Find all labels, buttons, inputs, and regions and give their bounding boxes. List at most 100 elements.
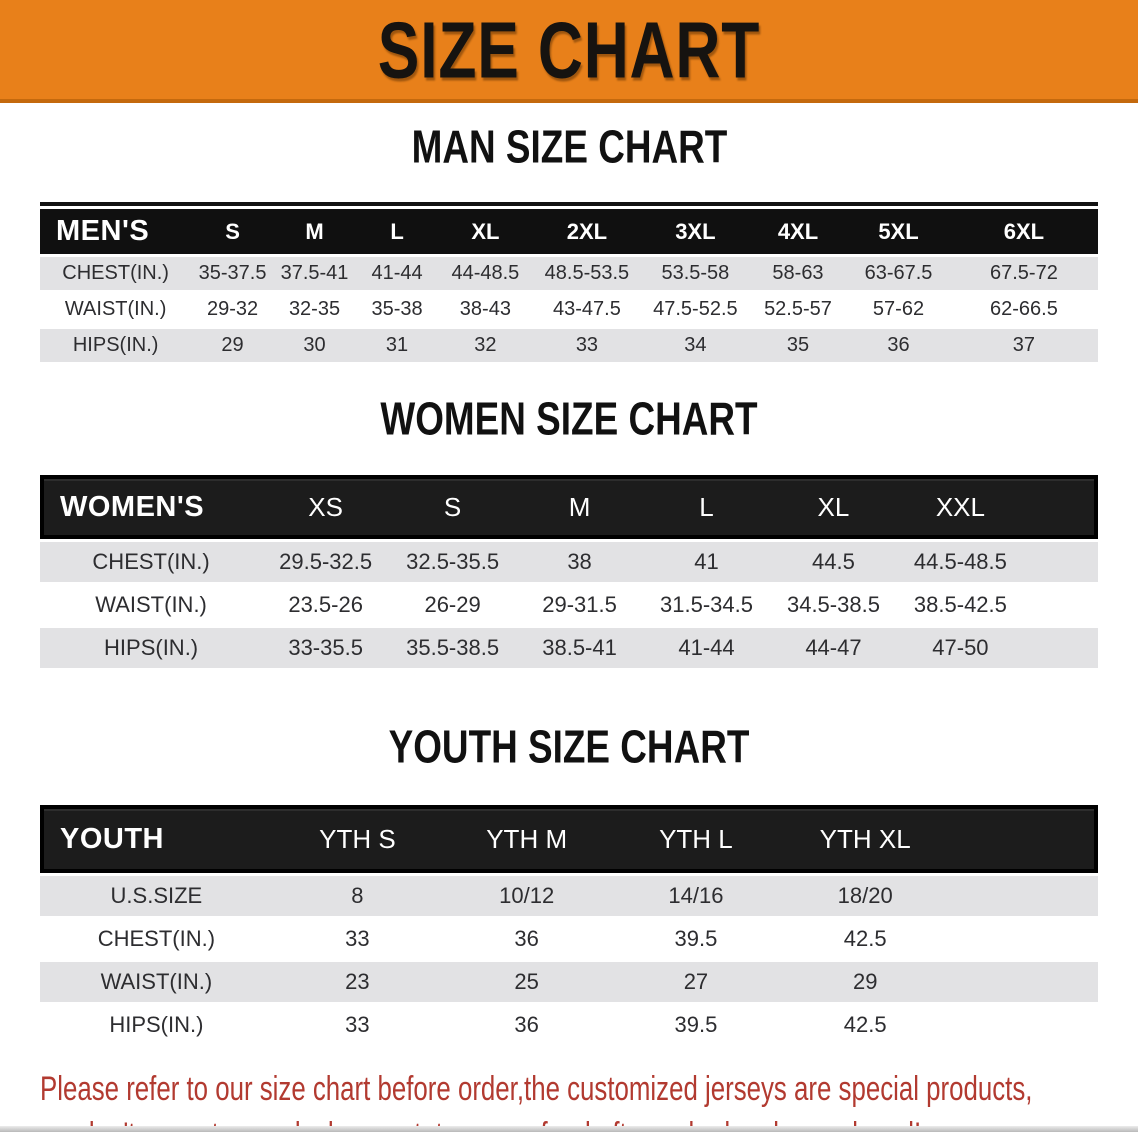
men-table-wrap: MEN'S S M L XL 2XL 3XL 4XL 5XL 6XL CHEST(IN.) 35-3… [40,202,1098,365]
size-value-cell: 33 [272,1005,443,1045]
size-value-cell: 53.5-58 [641,257,749,290]
youth-section-heading: YOUTH SIZE CHART [0,720,1138,784]
row-label: CHEST(IN.) [40,919,273,959]
row-label: U.S.SIZE [40,876,273,916]
size-value-cell: 39.5 [611,1005,781,1045]
size-value-cell: 42.5 [780,919,950,959]
size-value-cell: 32.5-35.5 [389,542,517,582]
size-value-cell: 39.5 [611,919,781,959]
row-spacer-cell [949,919,1098,959]
size-value-cell: 41-44 [355,257,439,290]
size-column-header: L [355,209,439,254]
table-row: WAIST(IN.) 23.5-26 26-29 29-31.5 31.5-34.5 34… [40,585,1098,625]
size-value-cell: 37 [949,329,1098,362]
size-column-header: XL [769,475,897,539]
row-label: HIPS(IN.) [40,1005,273,1045]
size-column-header: YTH M [442,805,612,873]
size-column-header: S [191,209,274,254]
size-column-header: 5XL [847,209,950,254]
size-value-cell: 25 [442,962,612,1002]
row-spacer-cell [1023,585,1098,625]
row-spacer-cell [949,876,1098,916]
size-column-header: YTH L [611,805,781,873]
size-column-header: S [389,475,517,539]
women-heading-text: WOMEN SIZE CHART [380,391,758,445]
size-value-cell: 35.5-38.5 [389,628,517,668]
size-value-cell: 67.5-72 [949,257,1098,290]
size-value-cell: 43-47.5 [531,293,642,326]
youth-size-table: YOUTH YTH S YTH M YTH L YTH XL U.S.SIZE 8 10/1… [40,802,1098,1048]
size-value-cell: 30 [273,329,356,362]
size-value-cell: 47-50 [896,628,1024,668]
size-value-cell: 14/16 [611,876,781,916]
size-value-cell: 48.5-53.5 [531,257,642,290]
size-value-cell: 32 [438,329,532,362]
bottom-edge-strip [0,1126,1138,1132]
size-value-cell: 32-35 [273,293,356,326]
size-value-cell: 36 [442,919,612,959]
size-column-header: XL [438,209,532,254]
women-header-row: WOMEN'S XS S M L XL XXL [40,475,1098,539]
table-row: HIPS(IN.) 33 36 39.5 42.5 [40,1005,1098,1045]
table-row: CHEST(IN.) 29.5-32.5 32.5-35.5 38 41 44.5 44.5… [40,542,1098,582]
size-value-cell: 26-29 [389,585,517,625]
women-section-heading: WOMEN SIZE CHART [0,391,1138,456]
size-value-cell: 8 [272,876,443,916]
size-column-header: M [516,475,644,539]
size-column-header: XXL [896,475,1024,539]
row-spacer-cell [949,962,1098,1002]
men-size-table: MEN'S S M L XL 2XL 3XL 4XL 5XL 6XL CHEST(IN.) 35-3… [40,206,1098,365]
size-value-cell: 29 [780,962,950,1002]
size-value-cell: 36 [442,1005,612,1045]
disclaimer: Please refer to our size chart before or… [40,1066,1138,1132]
table-row: CHEST(IN.) 35-37.5 37.5-41 41-44 44-48.5 48.5… [40,257,1098,290]
size-value-cell: 35-38 [355,293,439,326]
size-value-cell: 62-66.5 [949,293,1098,326]
size-column-header: XS [262,475,390,539]
size-value-cell: 63-67.5 [847,257,950,290]
men-heading-text: MAN SIZE CHART [411,119,727,173]
size-value-cell: 10/12 [442,876,612,916]
row-label: WAIST(IN.) [40,293,192,326]
size-column-header: YTH XL [780,805,950,873]
size-value-cell: 34.5-38.5 [769,585,897,625]
table-row: HIPS(IN.) 29 30 31 32 33 34 35 36 37 [40,329,1098,362]
size-value-cell: 35 [748,329,848,362]
size-value-cell: 41-44 [643,628,770,668]
disclaimer-line-1: Please refer to our size chart before or… [40,1070,1033,1108]
size-chart-banner: SIZE CHART [0,0,1138,103]
table-corner-label: MEN'S [40,209,192,254]
size-column-header: 4XL [748,209,848,254]
size-column-header: L [643,475,770,539]
youth-table-body: U.S.SIZE 8 10/12 14/16 18/20 CHEST(IN.) 33 36 39… [40,876,1098,1045]
size-value-cell: 58-63 [748,257,848,290]
men-table-top-rule [40,202,1098,206]
row-label: CHEST(IN.) [40,257,192,290]
row-label: WAIST(IN.) [40,585,263,625]
size-value-cell: 44.5-48.5 [896,542,1024,582]
youth-header-row: YOUTH YTH S YTH M YTH L YTH XL [40,805,1098,873]
size-value-cell: 23 [272,962,443,1002]
row-label: WAIST(IN.) [40,962,273,1002]
table-row: WAIST(IN.) 23 25 27 29 [40,962,1098,1002]
size-value-cell: 33-35.5 [262,628,390,668]
table-corner-label: YOUTH [40,805,273,873]
size-value-cell: 35-37.5 [191,257,274,290]
row-label: HIPS(IN.) [40,628,263,668]
size-value-cell: 29-32 [191,293,274,326]
size-column-header: 2XL [531,209,642,254]
header-spacer-cell [949,805,1098,873]
table-row: CHEST(IN.) 33 36 39.5 42.5 [40,919,1098,959]
size-value-cell: 42.5 [780,1005,950,1045]
size-value-cell: 41 [643,542,770,582]
size-value-cell: 36 [847,329,950,362]
header-spacer-cell [1023,475,1098,539]
size-column-header: 6XL [949,209,1098,254]
table-row: HIPS(IN.) 33-35.5 35.5-38.5 38.5-41 41-44 44-… [40,628,1098,668]
size-column-header: 3XL [641,209,749,254]
size-column-header: YTH S [272,805,443,873]
row-spacer-cell [949,1005,1098,1045]
men-table-body: CHEST(IN.) 35-37.5 37.5-41 41-44 44-48.5 48.5… [40,257,1098,362]
size-value-cell: 29.5-32.5 [262,542,390,582]
